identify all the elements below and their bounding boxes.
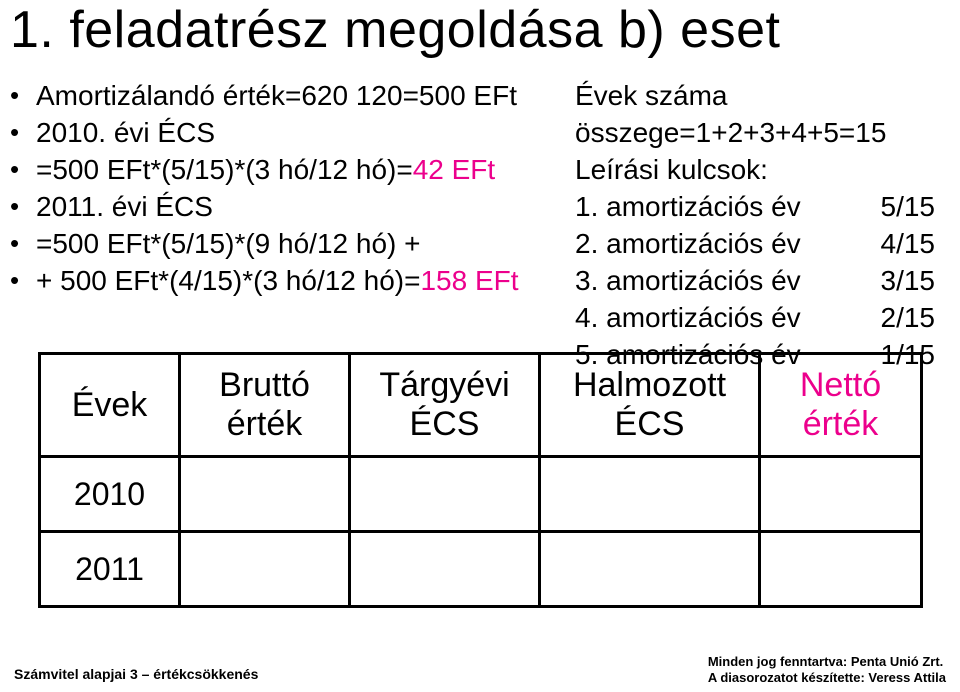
bullet-line: • =500 EFt*(5/15)*(9 hó/12 hó) + bbox=[10, 226, 565, 263]
bullet-icon: • bbox=[10, 189, 36, 223]
right-line: Évek száma bbox=[575, 78, 945, 115]
cell-empty bbox=[350, 532, 540, 607]
amort-value: 4/15 bbox=[881, 226, 936, 263]
footer-right: Minden jog fenntartva: Penta Unió Zrt. A… bbox=[708, 654, 946, 687]
eq-text: + 500 EFt*(4/15)*(3 hó/12 hó)= bbox=[36, 265, 420, 296]
amort-value: 3/15 bbox=[881, 263, 936, 300]
th-targyevi: Tárgyévi ÉCS bbox=[350, 354, 540, 457]
bullet-text: + 500 EFt*(4/15)*(3 hó/12 hó)=158 EFt bbox=[36, 263, 565, 300]
th-years: Évek bbox=[40, 354, 180, 457]
eq-result: 42 EFt bbox=[413, 154, 495, 185]
th-line: Tárgyévi bbox=[379, 366, 509, 404]
th-netto: Nettó érték bbox=[760, 354, 922, 457]
th-line: Bruttó bbox=[219, 366, 310, 404]
th-halmozott: Halmozott ÉCS bbox=[540, 354, 760, 457]
bullet-icon: • bbox=[10, 152, 36, 186]
th-line: Nettó bbox=[800, 366, 881, 404]
amort-label: 1. amortizációs év bbox=[575, 189, 801, 226]
footer-line: A diasorozatot készítette: Veress Attila bbox=[708, 670, 946, 686]
bullet-icon: • bbox=[10, 263, 36, 297]
amort-row: 3. amortizációs év 3/15 bbox=[575, 263, 935, 300]
cell-empty bbox=[180, 457, 350, 532]
slide: 1. feladatrész megoldása b) eset • Amort… bbox=[0, 0, 960, 692]
bullet-line: • =500 EFt*(5/15)*(3 hó/12 hó)=42 EFt bbox=[10, 152, 565, 189]
bullet-text: Amortizálandó érték=620 120=500 EFt bbox=[36, 78, 565, 115]
table-row: 2010 bbox=[40, 457, 922, 532]
cell-empty bbox=[540, 457, 760, 532]
eq-result: 158 EFt bbox=[420, 265, 518, 296]
cell-year: 2010 bbox=[40, 457, 180, 532]
bullet-line: • 2011. évi ÉCS bbox=[10, 189, 565, 226]
cell-empty bbox=[180, 532, 350, 607]
data-table: Évek Bruttó érték Tárgyévi ÉCS Halmozott… bbox=[38, 352, 922, 608]
th-line: ÉCS bbox=[615, 405, 685, 443]
bullet-line: • Amortizálandó érték=620 120=500 EFt bbox=[10, 78, 565, 115]
bullet-icon: • bbox=[10, 78, 36, 112]
th-line: érték bbox=[803, 405, 879, 443]
amort-label: 4. amortizációs év bbox=[575, 300, 801, 337]
bullet-text: =500 EFt*(5/15)*(9 hó/12 hó) + bbox=[36, 226, 565, 263]
amort-label: 3. amortizációs év bbox=[575, 263, 801, 300]
amort-row: 4. amortizációs év 2/15 bbox=[575, 300, 935, 337]
footer-left: Számvitel alapjai 3 – értékcsökkenés bbox=[14, 666, 258, 682]
slide-title: 1. feladatrész megoldása b) eset bbox=[10, 0, 780, 60]
bullet-icon: • bbox=[10, 115, 36, 149]
table-header-row: Évek Bruttó érték Tárgyévi ÉCS Halmozott… bbox=[40, 354, 922, 457]
amort-value: 5/15 bbox=[881, 189, 936, 226]
bullet-line: • 2010. évi ÉCS bbox=[10, 115, 565, 152]
bullet-text: 2010. évi ÉCS bbox=[36, 115, 565, 152]
cell-empty bbox=[350, 457, 540, 532]
th-line: Halmozott bbox=[573, 366, 726, 404]
cell-empty bbox=[760, 532, 922, 607]
left-column: • Amortizálandó érték=620 120=500 EFt • … bbox=[10, 78, 565, 300]
right-line: összege=1+2+3+4+5=15 bbox=[575, 115, 945, 152]
bullet-line: • + 500 EFt*(4/15)*(3 hó/12 hó)=158 EFt bbox=[10, 263, 565, 300]
right-line: Leírási kulcsok: bbox=[575, 152, 945, 189]
cell-year: 2011 bbox=[40, 532, 180, 607]
th-line: ÉCS bbox=[410, 405, 480, 443]
amort-row: 1. amortizációs év 5/15 bbox=[575, 189, 935, 226]
cell-empty bbox=[540, 532, 760, 607]
amort-row: 2. amortizációs év 4/15 bbox=[575, 226, 935, 263]
bullet-text: =500 EFt*(5/15)*(3 hó/12 hó)=42 EFt bbox=[36, 152, 565, 189]
bullet-text: 2011. évi ÉCS bbox=[36, 189, 565, 226]
right-column: Évek száma összege=1+2+3+4+5=15 Leírási … bbox=[575, 78, 945, 374]
th-brutto: Bruttó érték bbox=[180, 354, 350, 457]
eq-text: =500 EFt*(5/15)*(3 hó/12 hó)= bbox=[36, 154, 413, 185]
footer-line: Minden jog fenntartva: Penta Unió Zrt. bbox=[708, 654, 946, 670]
th-line: érték bbox=[227, 405, 303, 443]
bullet-icon: • bbox=[10, 226, 36, 260]
amort-value: 2/15 bbox=[881, 300, 936, 337]
amort-label: 2. amortizációs év bbox=[575, 226, 801, 263]
cell-empty bbox=[760, 457, 922, 532]
table-row: 2011 bbox=[40, 532, 922, 607]
